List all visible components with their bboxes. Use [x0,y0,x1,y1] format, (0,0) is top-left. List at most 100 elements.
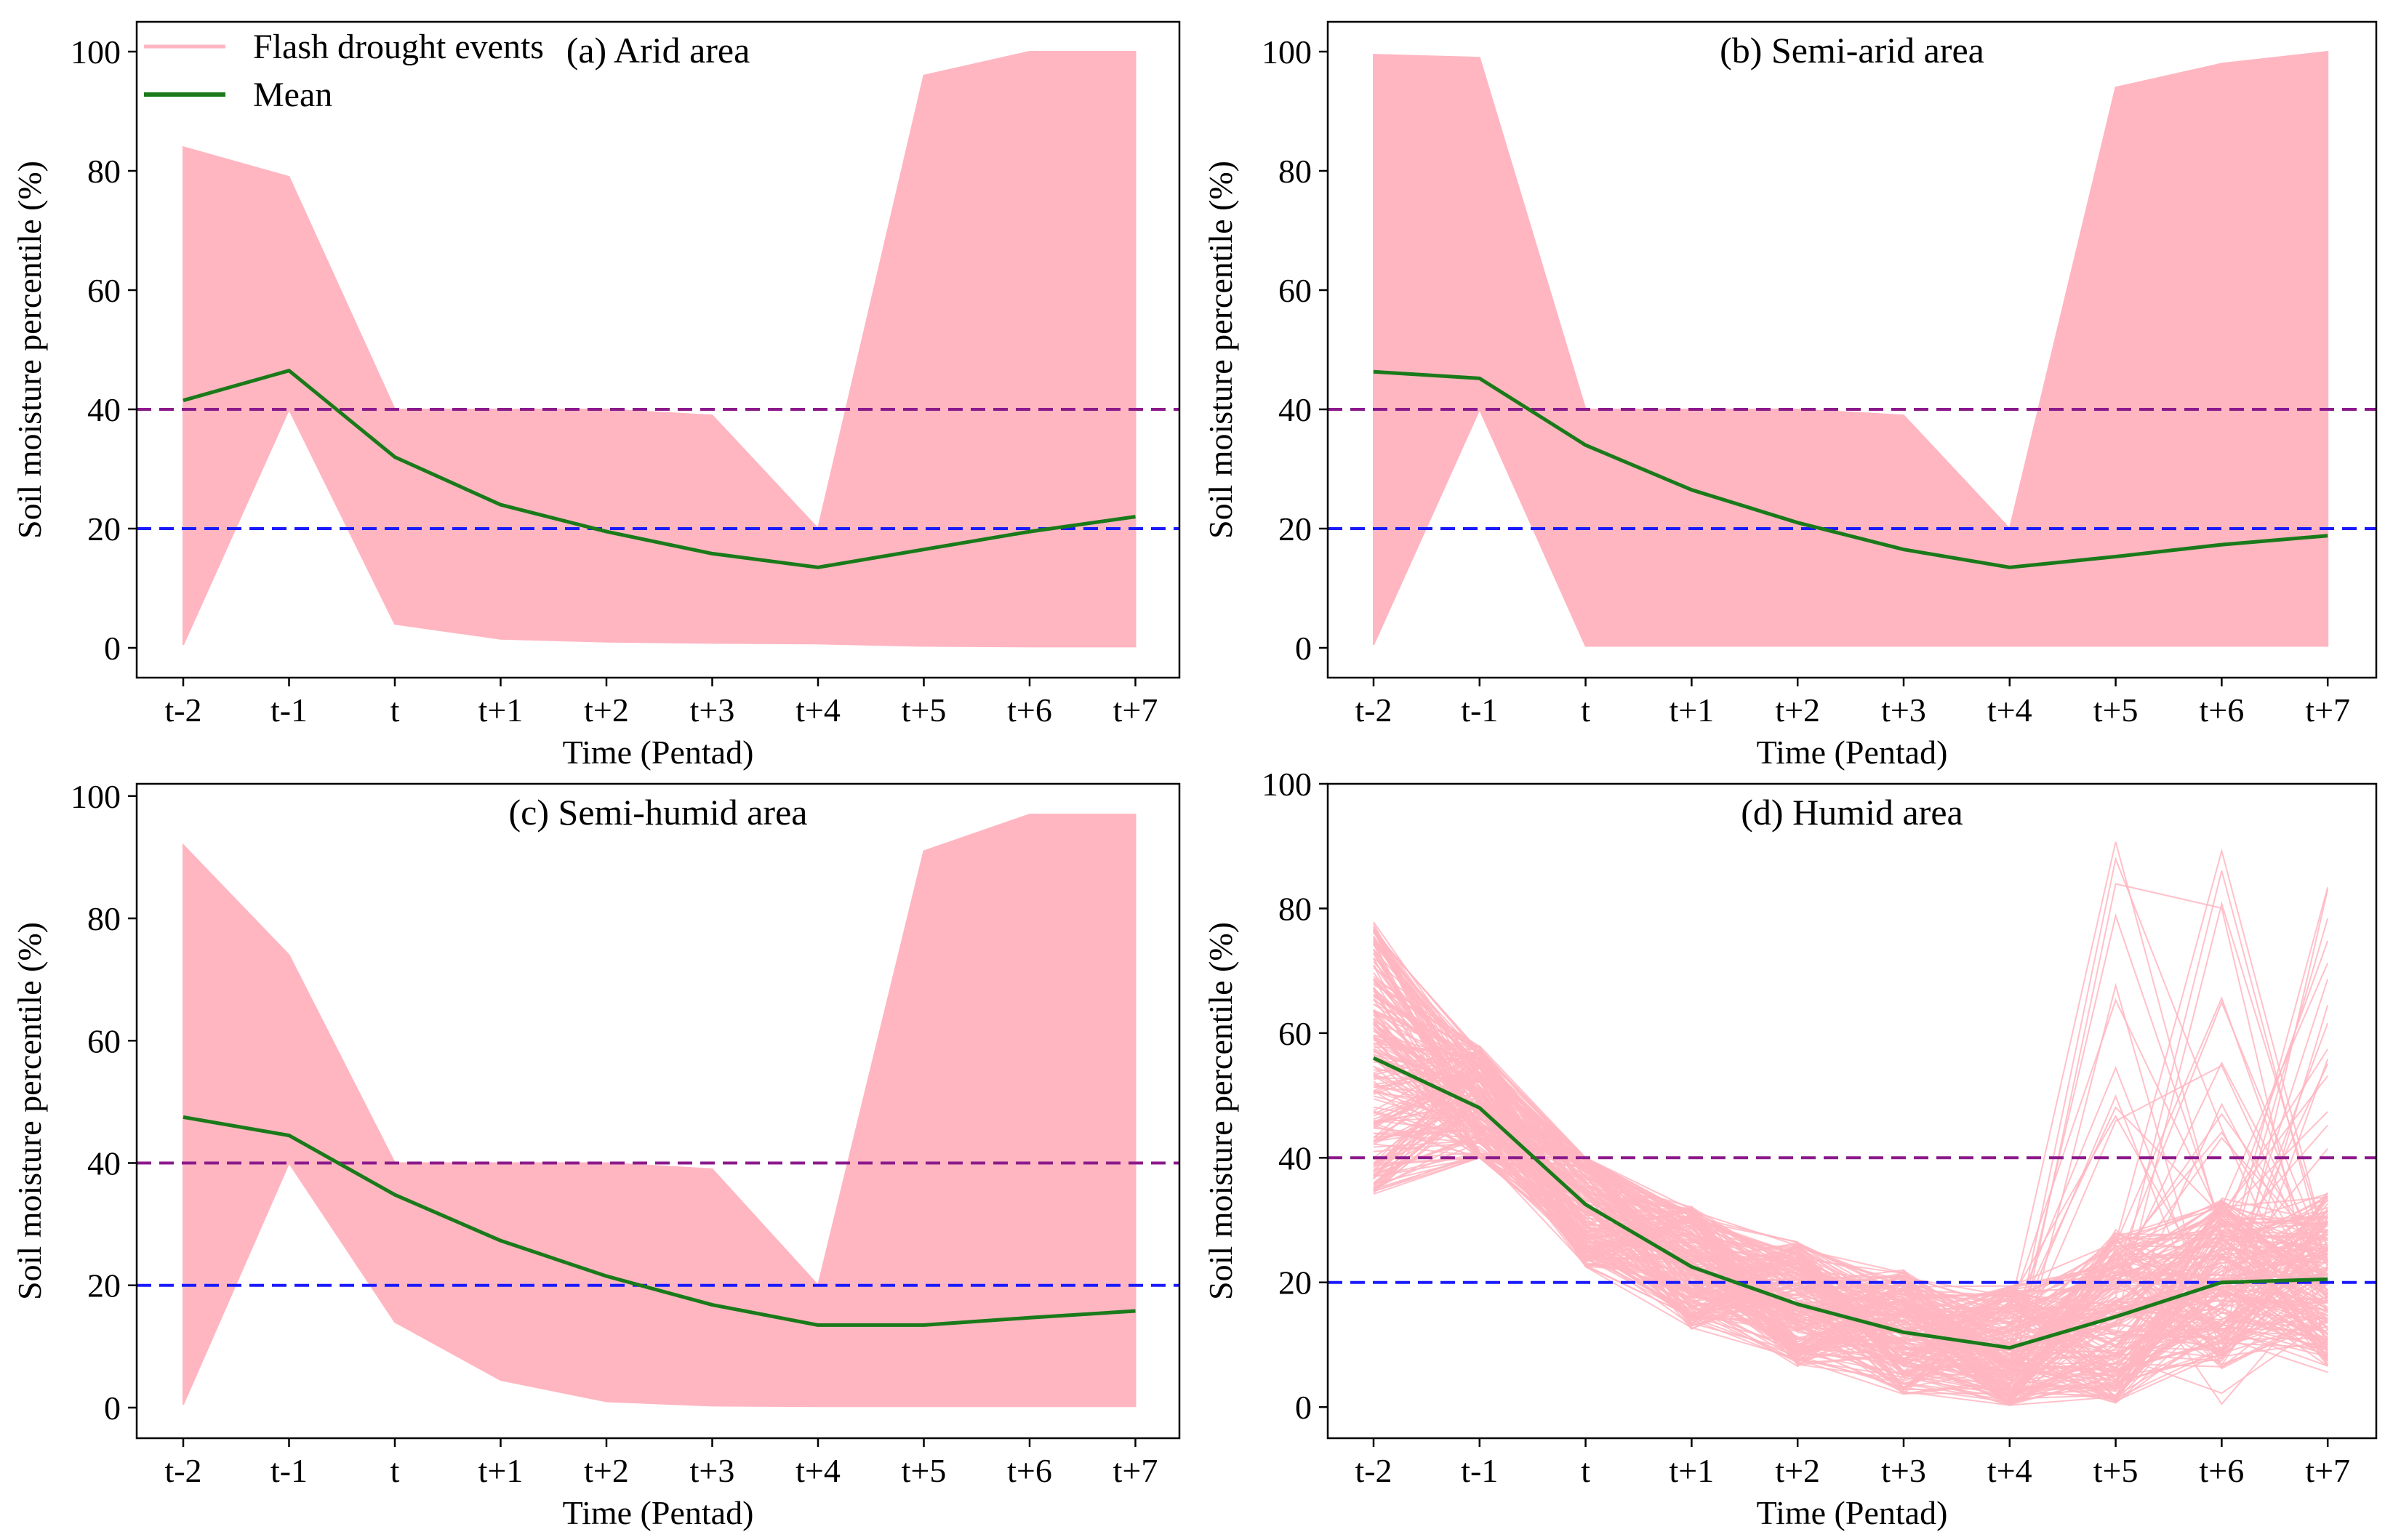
x-tick-label: t+7 [1113,1452,1158,1489]
x-tick-label: t-2 [1355,691,1392,729]
flash-drought-event-line [1373,998,2328,1399]
plot-area [137,814,1179,1408]
flash-drought-event-line [183,818,1136,1294]
x-tick-label: t [1581,1452,1590,1489]
legend: Flash drought events Mean [144,28,544,114]
flash-drought-event-line [1373,935,2328,1365]
flash-drought-event-line [1373,1017,2328,1357]
y-axis-label: Soil moisture percentile (%) [11,922,48,1300]
x-tick-label: t+1 [478,691,524,729]
x-tick-label: t+2 [584,691,629,729]
panel-title: (d) Humid area [1741,792,1963,833]
x-tick-label: t-1 [270,691,308,729]
x-tick-label: t+7 [2305,691,2350,729]
x-tick-label: t [390,691,400,729]
x-tick-label: t+7 [2305,1452,2350,1489]
x-tick-label: t+7 [1113,691,1158,729]
panel-title: (b) Semi-arid area [1720,30,1984,71]
axes-frame [1326,782,2378,1440]
x-tick-label: t+6 [1007,691,1052,729]
y-tick-label: 20 [1278,510,1312,548]
flash-drought-event-line [1373,1066,2328,1376]
y-tick-label: 100 [1262,766,1312,803]
flash-drought-event-line [183,842,1136,1297]
flash-drought-event-line [1373,978,2328,1405]
x-tick-label: t+6 [2200,1452,2245,1489]
panel-4: 0 20 40 60 80 100 t-2 t-1 t t+1 t+2 t+3 t+4 t+5 t+6 t+7… [1202,766,2378,1531]
x-axis-label: Time (Pentad) [563,1494,754,1531]
y-tick-label: 60 [87,272,121,309]
mean-line [1373,369,2328,569]
y-tick-label: 0 [104,630,121,667]
panel-3: 0 20 40 60 80 100 t-2 t-1 t t+1 t+2 t+3 t+4 t+5 t+6 t+7… [11,778,1181,1531]
flash-drought-events-band [183,51,1137,648]
y-tick-label: 0 [104,1389,121,1427]
y-axis-label: Soil moisture percentile (%) [1202,161,1239,539]
flash-drought-event-line [1373,1095,2328,1373]
flash-drought-event-line [1373,1057,2328,1394]
flash-drought-event-line [1373,1023,2328,1345]
x-tick-label: t+5 [2093,1452,2139,1489]
flash-drought-event-line [183,815,1136,1301]
x-tick-label: t+4 [1987,1452,2032,1489]
y-tick-label: 100 [71,778,121,815]
y-tick-label: 40 [87,391,121,428]
flash-drought-event-line [1373,63,2328,537]
x-tick-label: t-2 [164,1452,201,1489]
mean-line [183,369,1136,569]
y-tick-label: 40 [1278,391,1312,428]
flash-drought-event-line [183,99,1136,533]
plot-area [137,51,1179,648]
x-tick-label: t+1 [478,1452,524,1489]
flash-drought-event-line [183,863,1136,1297]
legend-events-label: Flash drought events [253,28,544,66]
flash-drought-event-line [183,842,1136,1301]
flash-drought-event-line [1373,1038,2328,1323]
x-tick-label: t+1 [1670,691,1715,729]
panel-title: (c) Semi-humid area [509,792,808,833]
x-tick-label: t+5 [902,691,947,729]
y-tick-label: 100 [1262,33,1312,71]
flash-drought-event-line [183,71,1136,537]
panel-2: 0 20 40 60 80 100 t-2 t-1 t t+1 t+2 t+3 t+4 t+5 t+6 t+7… [1202,20,2378,771]
x-tick-label: t+4 [1987,691,2032,729]
x-tick-label: t-1 [270,1452,308,1489]
x-tick-label: t+1 [1670,1452,1715,1489]
y-tick-label: 80 [87,900,121,937]
flash-drought-event-line [1373,939,2328,1385]
flash-drought-event-line [1373,979,2329,1388]
flash-drought-event-line [1373,918,2329,1346]
plot-area [1328,50,2376,647]
x-tick-label: t [1581,691,1590,729]
y-tick-label: 40 [1278,1139,1312,1176]
x-tick-label: t+3 [690,691,735,729]
y-tick-label: 0 [1295,1389,1312,1426]
y-tick-label: 80 [1278,890,1312,927]
flash-drought-event-line [1373,989,2328,1379]
y-tick-label: 40 [87,1144,121,1182]
panel-title: (a) Arid area [566,30,750,71]
axes-frame [1326,20,2378,679]
y-tick-label: 80 [87,153,121,190]
axes-frame [135,782,1181,1440]
y-axis-label: Soil moisture percentile (%) [11,161,48,539]
flash-drought-event-line [1373,70,2328,534]
x-tick-label: t+3 [1881,691,1926,729]
x-tick-label: t-2 [164,691,201,729]
flash-drought-event-line [1373,1141,2328,1406]
y-tick-label: 20 [87,510,121,548]
flash-drought-events-band [1373,50,2329,647]
x-tick-label: t+3 [1881,1452,1926,1489]
x-tick-label: t+2 [1775,691,1820,729]
x-tick-label: t+5 [2093,691,2139,729]
y-tick-label: 100 [71,33,121,71]
flash-drought-event-line [183,829,1136,1290]
x-tick-label: t-1 [1461,1452,1498,1489]
plot-area [1328,841,2376,1407]
y-tick-label: 0 [1295,630,1312,667]
flash-drought-event-line [1373,949,2328,1388]
flash-drought-event-line [1373,940,2328,1398]
x-tick-label: t+4 [795,1452,841,1489]
flash-drought-event-line [1373,987,2328,1357]
